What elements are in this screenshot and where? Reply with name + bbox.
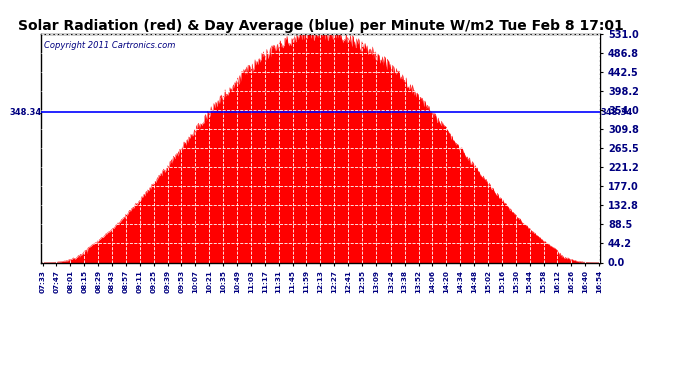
Text: Copyright 2011 Cartronics.com: Copyright 2011 Cartronics.com: [44, 40, 175, 50]
Text: 348.34: 348.34: [600, 108, 633, 117]
Title: Solar Radiation (red) & Day Average (blue) per Minute W/m2 Tue Feb 8 17:01: Solar Radiation (red) & Day Average (blu…: [18, 19, 624, 33]
Text: 348.34: 348.34: [9, 108, 41, 117]
